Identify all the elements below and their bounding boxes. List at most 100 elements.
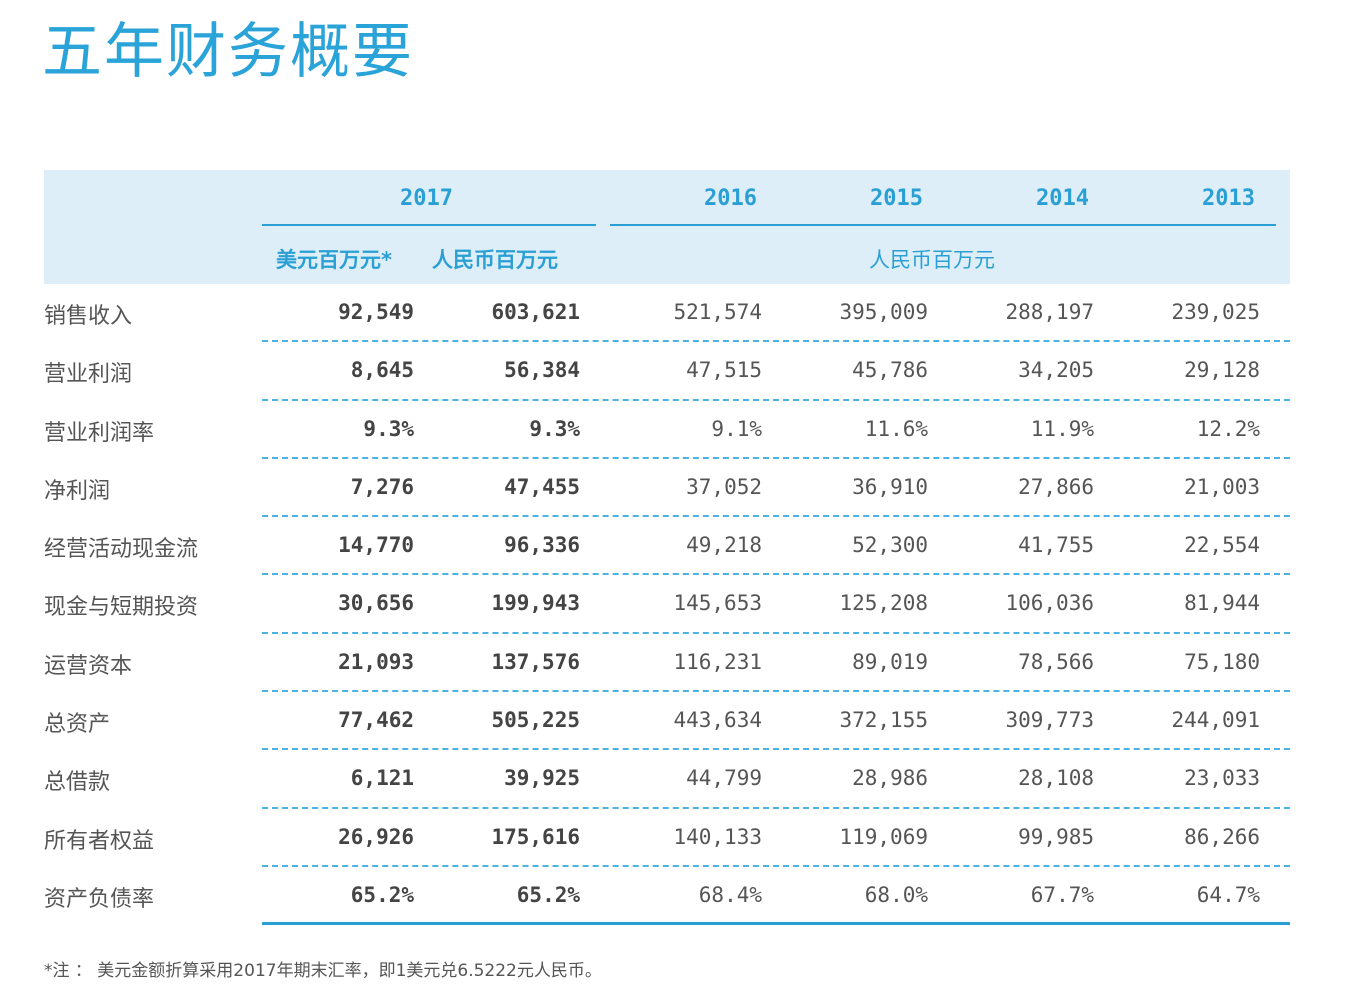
- financial-summary-table: 2017 2016 2015 2014 2013 美元百万元* 人民币百万元 人…: [44, 170, 1290, 926]
- table-cell: 7,276: [350, 474, 414, 499]
- row-divider: [262, 573, 1290, 576]
- row-divider: [262, 690, 1290, 693]
- table-cell: 9.3%: [363, 416, 414, 441]
- table-cell: 22,554: [1184, 533, 1260, 558]
- row-divider: [262, 398, 1290, 401]
- table-cell: 145,653: [673, 591, 762, 616]
- year-2014-header: 2014: [1036, 186, 1089, 211]
- year-2016-header: 2016: [704, 186, 757, 211]
- table-cell: 443,634: [673, 708, 762, 733]
- table-row: 资产负债率 65.2% 65.2% 68.4% 68.0% 67.7% 64.7%: [44, 867, 1290, 926]
- table-cell: 116,231: [673, 649, 762, 674]
- table-cell: 119,069: [839, 824, 928, 849]
- row-label: 销售收入: [44, 304, 133, 329]
- row-label: 经营活动现金流: [44, 537, 199, 563]
- table-cell: 12.2%: [1196, 416, 1260, 441]
- year-2015-header: 2015: [870, 186, 923, 211]
- table-cell: 21,093: [338, 649, 414, 674]
- unit-usd-label: 美元百万元*: [276, 248, 392, 272]
- table-cell: 9.3%: [529, 416, 580, 441]
- table-row: 所有者权益 26,926 175,616 140,133 119,069 99,985 86…: [44, 809, 1290, 867]
- row-label: 净利润: [44, 478, 111, 504]
- table-row: 总借款 6,121 39,925 44,799 28,986 28,108 23,033: [44, 750, 1290, 809]
- table-cell: 64.7%: [1196, 882, 1260, 907]
- table-cell: 36,910: [852, 474, 928, 499]
- table-cell: 27,866: [1018, 474, 1094, 499]
- row-divider: [262, 864, 1290, 867]
- table-cell: 68.0%: [864, 882, 928, 907]
- table-cell: 14,770: [338, 533, 414, 558]
- table-row: 销售收入 92,549 603,621 521,574 395,009 288,197 23…: [44, 284, 1290, 343]
- table-cell: 288,197: [1005, 300, 1094, 324]
- table-cell: 309,773: [1005, 708, 1094, 733]
- table-cell: 603,621: [491, 300, 580, 324]
- row-divider: [262, 922, 1290, 926]
- row-label: 所有者权益: [44, 828, 155, 854]
- table-cell: 39,925: [504, 766, 580, 791]
- table-cell: 99,985: [1018, 824, 1094, 849]
- table-cell: 44,799: [686, 766, 762, 791]
- row-divider: [262, 631, 1290, 634]
- table-cell: 41,755: [1018, 533, 1094, 558]
- table-cell: 30,656: [338, 591, 414, 616]
- table-cell: 244,091: [1171, 708, 1260, 733]
- year-2017-header: 2017: [400, 186, 453, 211]
- table-cell: 106,036: [1005, 591, 1094, 616]
- table-cell: 45,786: [852, 358, 928, 383]
- table-cell: 65.2%: [350, 882, 414, 907]
- table-cell: 505,225: [491, 708, 580, 733]
- row-label: 总借款: [44, 770, 111, 796]
- row-divider: [262, 340, 1290, 343]
- row-label: 运营资本: [44, 653, 133, 679]
- table-cell: 47,455: [504, 474, 580, 499]
- row-divider: [262, 515, 1290, 518]
- table-cell: 6,121: [350, 766, 414, 791]
- row-label: 营业利润: [44, 362, 133, 388]
- header-rule-other-years: [610, 224, 1276, 226]
- table-cell: 137,576: [491, 649, 580, 674]
- table-cell: 86,266: [1184, 824, 1260, 849]
- row-label: 现金与短期投资: [44, 595, 199, 621]
- table-cell: 96,336: [504, 533, 580, 558]
- table-cell: 199,943: [491, 591, 580, 616]
- table-cell: 78,566: [1018, 649, 1094, 674]
- table-row: 运营资本 21,093 137,576 116,231 89,019 78,566 75,1…: [44, 634, 1290, 693]
- table-header: 2017 2016 2015 2014 2013 美元百万元* 人民币百万元 人…: [44, 170, 1290, 284]
- row-divider: [262, 806, 1290, 809]
- table-cell: 140,133: [673, 824, 762, 849]
- header-rule-2017: [262, 224, 596, 226]
- table-row: 营业利润 8,645 56,384 47,515 45,786 34,205 29,128: [44, 342, 1290, 401]
- table-cell: 239,025: [1171, 300, 1260, 324]
- table-cell: 26,926: [338, 824, 414, 849]
- page-title: 五年财务概要: [42, 17, 414, 87]
- table-cell: 75,180: [1184, 649, 1260, 674]
- table-cell: 28,108: [1018, 766, 1094, 791]
- table-cell: 77,462: [338, 708, 414, 733]
- table-cell: 11.6%: [864, 416, 928, 441]
- table-cell: 92,549: [338, 300, 414, 324]
- row-divider: [262, 456, 1290, 459]
- table-row: 总资产 77,462 505,225 443,634 372,155 309,773 244…: [44, 692, 1290, 751]
- table-cell: 9.1%: [711, 416, 762, 441]
- unit-rmb-label: 人民币百万元: [869, 248, 995, 272]
- table-cell: 372,155: [839, 708, 928, 733]
- table-cell: 49,218: [686, 533, 762, 558]
- table-cell: 81,944: [1184, 591, 1260, 616]
- table-cell: 67.7%: [1030, 882, 1094, 907]
- table-cell: 29,128: [1184, 358, 1260, 383]
- row-divider: [262, 748, 1290, 751]
- table-row: 经营活动现金流 14,770 96,336 49,218 52,300 41,755 22,…: [44, 517, 1290, 576]
- table-cell: 11.9%: [1030, 416, 1094, 441]
- unit-rmb-2017-label: 人民币百万元: [432, 248, 558, 272]
- table-row: 营业利润率 9.3% 9.3% 9.1% 11.6% 11.9% 12.2%: [44, 401, 1290, 459]
- table-row: 净利润 7,276 47,455 37,052 36,910 27,866 21,003: [44, 459, 1290, 518]
- table-cell: 47,515: [686, 358, 762, 383]
- table-cell: 521,574: [673, 300, 762, 324]
- table-cell: 52,300: [852, 533, 928, 558]
- row-label: 总资产: [44, 712, 111, 738]
- row-label: 资产负债率: [44, 886, 155, 912]
- table-cell: 89,019: [852, 649, 928, 674]
- table-cell: 395,009: [839, 300, 928, 324]
- table-row: 现金与短期投资 30,656 199,943 145,653 125,208 106,03…: [44, 575, 1290, 634]
- row-label: 营业利润率: [44, 420, 155, 446]
